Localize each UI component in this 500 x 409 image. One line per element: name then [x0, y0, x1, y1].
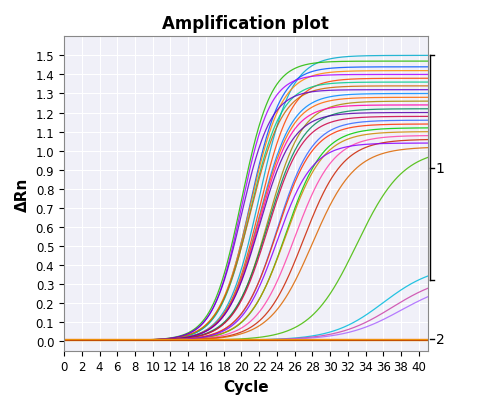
Title: Amplification plot: Amplification plot — [162, 15, 330, 33]
Text: 2: 2 — [436, 333, 444, 346]
Y-axis label: ΔRn: ΔRn — [15, 177, 30, 211]
Text: 1: 1 — [436, 162, 444, 175]
X-axis label: Cycle: Cycle — [223, 379, 268, 394]
